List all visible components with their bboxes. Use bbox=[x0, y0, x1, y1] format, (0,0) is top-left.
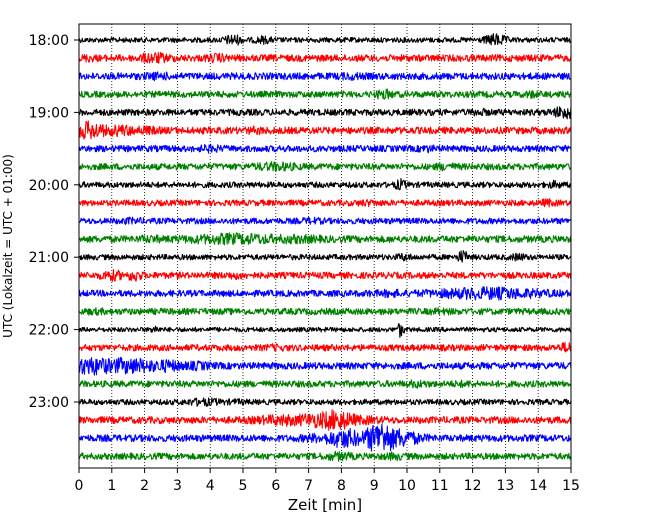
y-tick-label-2100: 21:00 bbox=[29, 250, 69, 266]
trace-2215 bbox=[78, 341, 572, 353]
trace-1815 bbox=[78, 51, 572, 64]
x-tick-label-9: 9 bbox=[370, 478, 379, 494]
trace-1800 bbox=[78, 33, 572, 46]
trace-2100 bbox=[78, 250, 572, 263]
trace-layer bbox=[78, 33, 572, 462]
x-tick-label-4: 4 bbox=[206, 478, 215, 494]
x-tick-label-7: 7 bbox=[304, 478, 313, 494]
x-tick-label-1: 1 bbox=[107, 478, 116, 494]
x-axis-title: Zeit [min] bbox=[288, 496, 362, 514]
trace-1900 bbox=[78, 106, 572, 120]
trace-2130 bbox=[78, 286, 572, 301]
trace-2145 bbox=[78, 307, 572, 316]
plot-frame bbox=[78, 23, 572, 469]
trace-2245 bbox=[78, 379, 572, 389]
y-axis-title: UTC (Lokalzeit = UTC + 01:00) bbox=[1, 154, 15, 338]
trace-2000 bbox=[78, 178, 572, 191]
trace-1915 bbox=[78, 120, 572, 140]
y-tick-label-2300: 23:00 bbox=[29, 395, 69, 411]
trace-2015 bbox=[78, 198, 572, 208]
x-tick-label-12: 12 bbox=[464, 478, 482, 494]
x-tick-label-14: 14 bbox=[529, 478, 547, 494]
trace-2345 bbox=[78, 450, 572, 462]
trace-1830 bbox=[78, 71, 572, 82]
axes: 0 1 2 3 4 5 6 7 8 9 10 11 12 13 14 1518:0019:0020:0021:… bbox=[29, 33, 580, 494]
trace-2115 bbox=[78, 269, 572, 282]
x-tick-label-5: 5 bbox=[239, 478, 248, 494]
x-tick-label-11: 11 bbox=[431, 478, 449, 494]
trace-1930 bbox=[78, 143, 572, 154]
trace-1845 bbox=[78, 88, 572, 100]
x-tick-label-13: 13 bbox=[496, 478, 514, 494]
trace-2045 bbox=[78, 232, 572, 246]
trace-1945 bbox=[78, 161, 572, 172]
y-tick-label-1900: 19:00 bbox=[29, 105, 69, 121]
trace-2330 bbox=[78, 423, 572, 452]
trace-2230 bbox=[78, 356, 572, 376]
trace-2315 bbox=[78, 409, 572, 431]
x-tick-label-8: 8 bbox=[337, 478, 346, 494]
x-tick-label-0: 0 bbox=[75, 478, 84, 494]
y-tick-label-1800: 18:00 bbox=[29, 33, 69, 49]
x-tick-label-2: 2 bbox=[140, 478, 149, 494]
trace-2200 bbox=[78, 323, 572, 338]
y-tick-label-2200: 22:00 bbox=[29, 323, 69, 339]
x-tick-label-15: 15 bbox=[562, 478, 580, 494]
trace-2300 bbox=[78, 397, 572, 407]
x-tick-label-6: 6 bbox=[271, 478, 280, 494]
y-tick-label-2000: 20:00 bbox=[29, 178, 69, 194]
x-tick-label-3: 3 bbox=[173, 478, 182, 494]
x-tick-label-10: 10 bbox=[398, 478, 416, 494]
trace-2030 bbox=[78, 216, 572, 225]
